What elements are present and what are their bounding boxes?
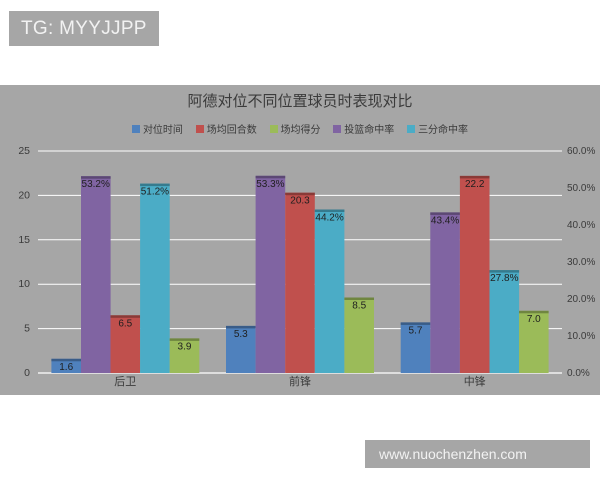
svg-text:5: 5 [24,323,30,335]
svg-text:51.2%: 51.2% [141,187,169,198]
svg-text:5.3: 5.3 [234,329,248,340]
svg-text:43.4%: 43.4% [431,215,459,226]
svg-text:后卫: 后卫 [114,375,136,388]
svg-text:0.0%: 0.0% [567,368,590,379]
svg-text:15: 15 [18,234,30,246]
svg-text:60.0%: 60.0% [567,146,595,157]
svg-text:1.6: 1.6 [59,362,73,373]
svg-text:20.0%: 20.0% [567,294,595,305]
svg-text:10: 10 [18,278,30,290]
svg-text:7.0: 7.0 [527,314,541,325]
svg-text:30.0%: 30.0% [567,257,595,268]
svg-text:50.0%: 50.0% [567,183,595,194]
svg-text:22.2: 22.2 [465,179,485,190]
svg-text:53.2%: 53.2% [82,179,110,190]
svg-text:6.5: 6.5 [118,318,132,329]
svg-text:8.5: 8.5 [352,301,366,312]
svg-text:40.0%: 40.0% [567,220,595,231]
svg-text:5.7: 5.7 [409,325,423,336]
svg-text:10.0%: 10.0% [567,331,595,342]
svg-text:前锋: 前锋 [289,374,311,388]
svg-text:20: 20 [18,189,30,201]
svg-text:27.8%: 27.8% [490,273,518,284]
svg-text:25: 25 [18,145,30,157]
svg-text:20.3: 20.3 [290,196,310,207]
svg-text:3.9: 3.9 [178,341,192,352]
svg-text:53.3%: 53.3% [256,179,284,190]
svg-text:44.2%: 44.2% [315,213,343,224]
svg-text:0: 0 [24,367,30,379]
svg-text:中锋: 中锋 [464,375,486,388]
